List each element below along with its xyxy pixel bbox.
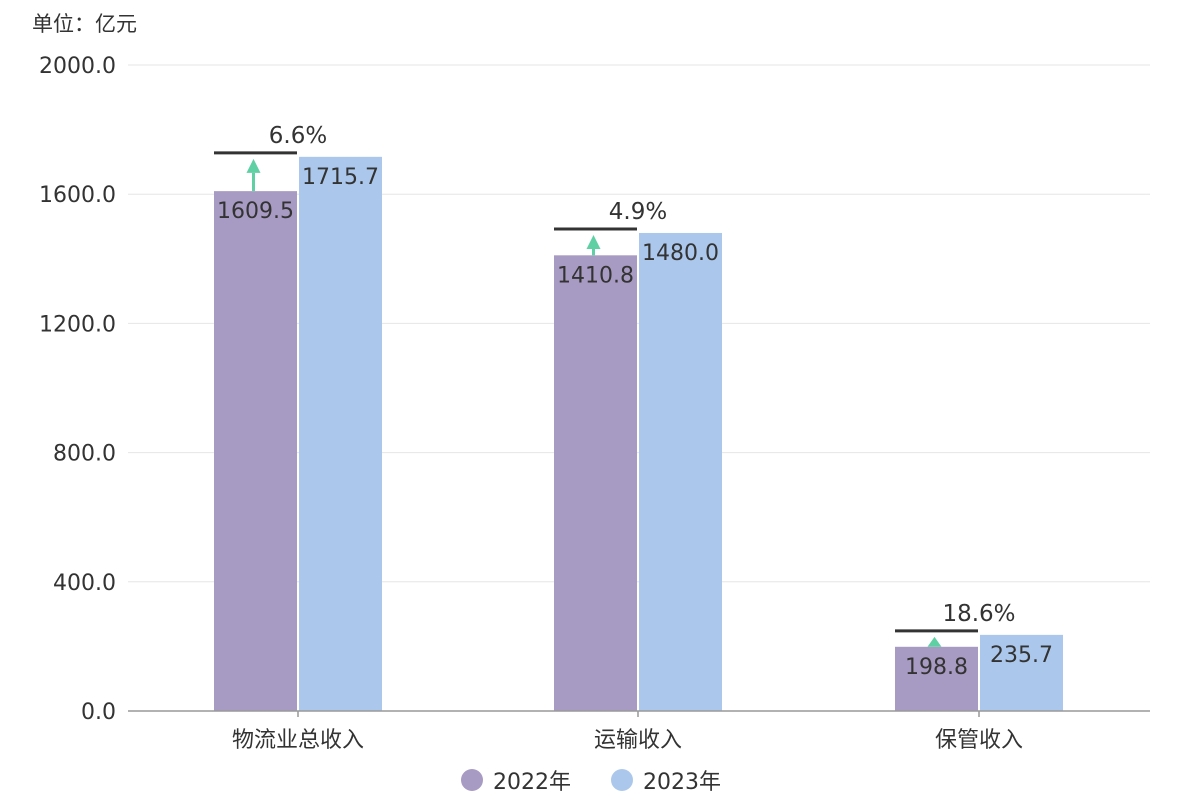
- legend-swatch-series-1: [611, 769, 633, 791]
- growth-arrow-head: [246, 158, 261, 173]
- bar-1-0: [299, 156, 382, 711]
- bar-0-1: [554, 255, 637, 712]
- growth-label: 6.6%: [269, 123, 327, 149]
- y-tick-label: 1600.0: [39, 183, 116, 208]
- x-tick-label: 物流业总收入: [232, 728, 364, 753]
- y-tick-label: 0.0: [81, 700, 116, 725]
- y-tick-label: 2000.0: [39, 54, 116, 79]
- data-label: 198.8: [905, 655, 968, 680]
- data-label: 1410.8: [557, 263, 634, 288]
- bar-0-2: [895, 646, 978, 711]
- bar-0-0: [214, 191, 297, 712]
- legend-swatch-series-0: [461, 769, 483, 791]
- y-tick-label: 400.0: [53, 571, 116, 596]
- legend-label-series-1: 2023年: [643, 770, 721, 795]
- legend-item-series-0[interactable]: 2022年: [461, 764, 571, 796]
- bar-1-1: [639, 232, 722, 711]
- y-tick-label: 800.0: [53, 442, 116, 467]
- data-label: 1715.7: [302, 165, 379, 190]
- x-tick-label: 运输收入: [594, 728, 682, 753]
- x-tick-label: 保管收入: [935, 728, 1023, 753]
- growth-arrow-head: [586, 234, 601, 249]
- bar-1-2: [980, 634, 1063, 711]
- legend-item-series-1[interactable]: 2023年: [611, 764, 721, 796]
- data-label: 235.7: [990, 643, 1053, 668]
- legend: 2022年 2023年: [0, 762, 1182, 798]
- data-label: 1480.0: [642, 241, 719, 266]
- data-label: 1609.5: [217, 199, 294, 224]
- y-tick-label: 1200.0: [39, 312, 116, 337]
- growth-arrow-head: [927, 636, 942, 647]
- legend-label-series-0: 2022年: [493, 770, 571, 795]
- growth-label: 18.6%: [942, 601, 1015, 627]
- growth-label: 4.9%: [609, 199, 667, 225]
- bar-chart: 0.0 400.0 800.0 1200.0 1600.0 2000.0 物流业总收入 运输收…: [39, 54, 1150, 753]
- unit-label: 单位：亿元: [32, 12, 137, 36]
